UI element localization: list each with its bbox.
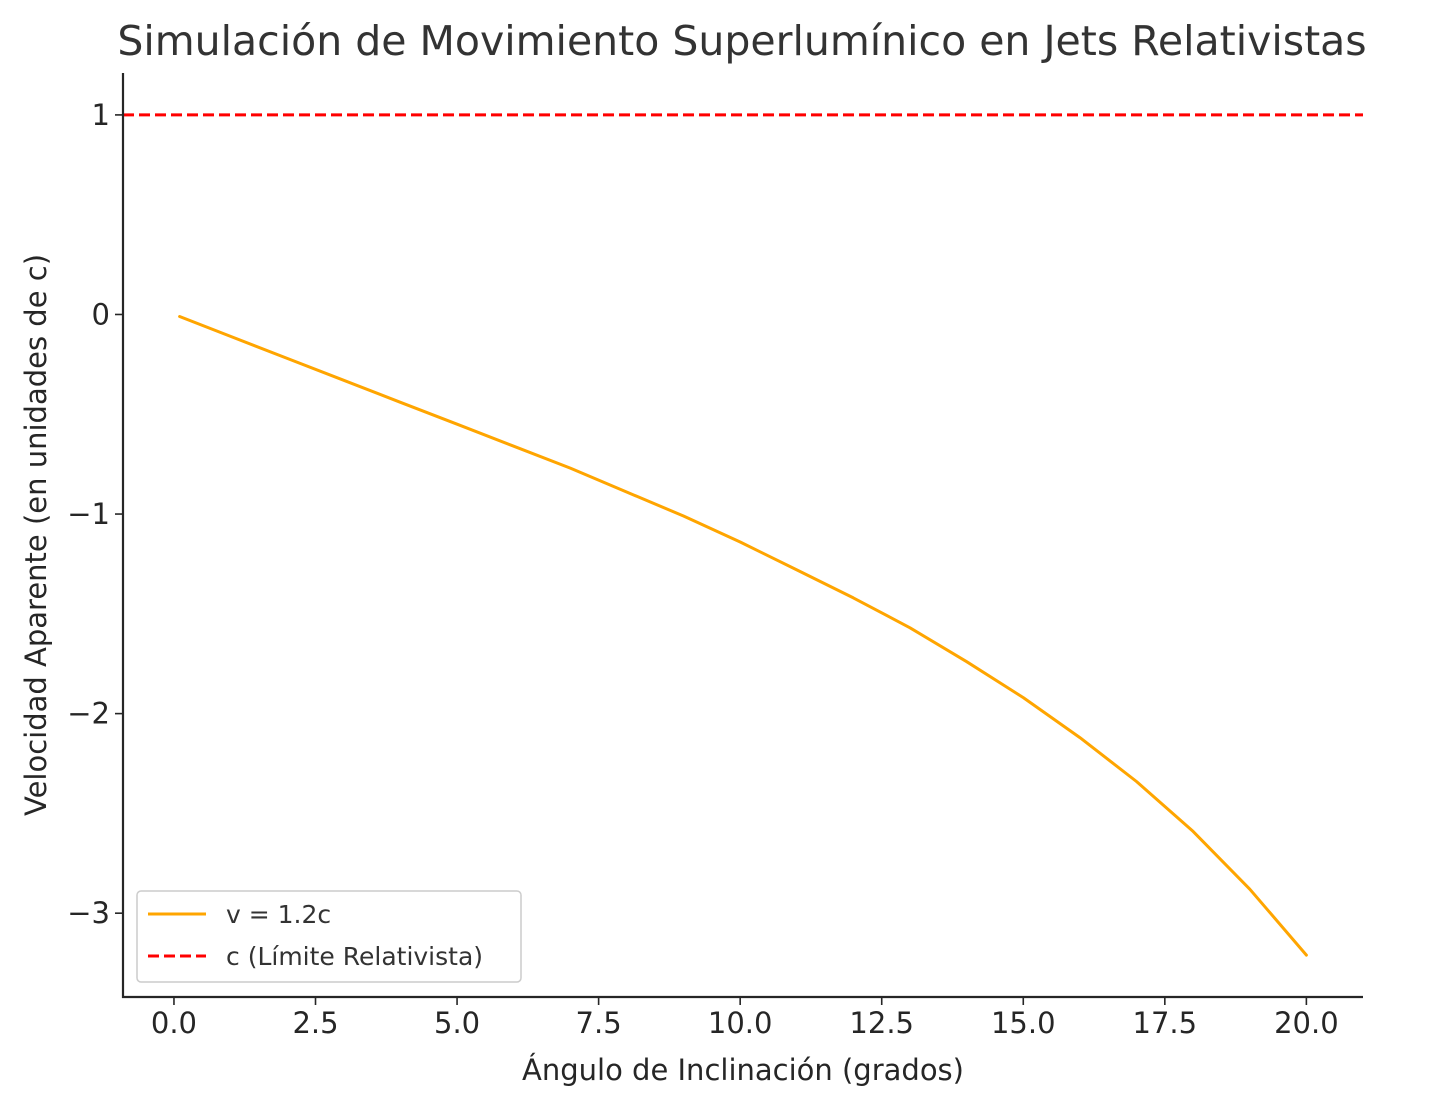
- x-tick-label: 12.5: [849, 1006, 914, 1040]
- x-tick-label: 20.0: [1274, 1006, 1339, 1040]
- y-tick-label: 1: [92, 98, 110, 132]
- y-tick-label: −2: [67, 697, 110, 731]
- x-tick-label: 10.0: [708, 1006, 773, 1040]
- x-tick-label: 7.5: [576, 1006, 622, 1040]
- x-tick-label: 0.0: [151, 1006, 197, 1040]
- y-ticks: 1 0 −1 −2 −3: [67, 98, 123, 930]
- y-axis-label: Velocidad Aparente (en unidades de c): [19, 254, 53, 816]
- series-line-0: [178, 315, 1308, 957]
- x-tick-label: 15.0: [991, 1006, 1056, 1040]
- x-tick-label: 5.0: [434, 1006, 480, 1040]
- y-tick-label: −3: [67, 896, 110, 930]
- chart-title: Simulación de Movimiento Superlumínico e…: [117, 17, 1366, 65]
- plot-area: [123, 113, 1363, 957]
- legend-frame: [136, 890, 522, 983]
- legend-label-light-limit: c (Límite Relativista): [226, 942, 483, 971]
- legend-label-velocity: v = 1.2c: [226, 900, 331, 929]
- x-tick-label: 2.5: [292, 1006, 338, 1040]
- x-ticks: 0.0 2.5 5.0 7.5 10.0 12.5 15.0 17.5 20.0: [151, 997, 1339, 1040]
- x-axis-label: Ángulo de Inclinación (grados): [522, 1053, 964, 1087]
- x-tick-label: 17.5: [1133, 1006, 1198, 1040]
- y-tick-label: −1: [67, 497, 110, 531]
- y-tick-label: 0: [92, 297, 110, 331]
- legend: v = 1.2c c (Límite Relativista): [136, 890, 522, 983]
